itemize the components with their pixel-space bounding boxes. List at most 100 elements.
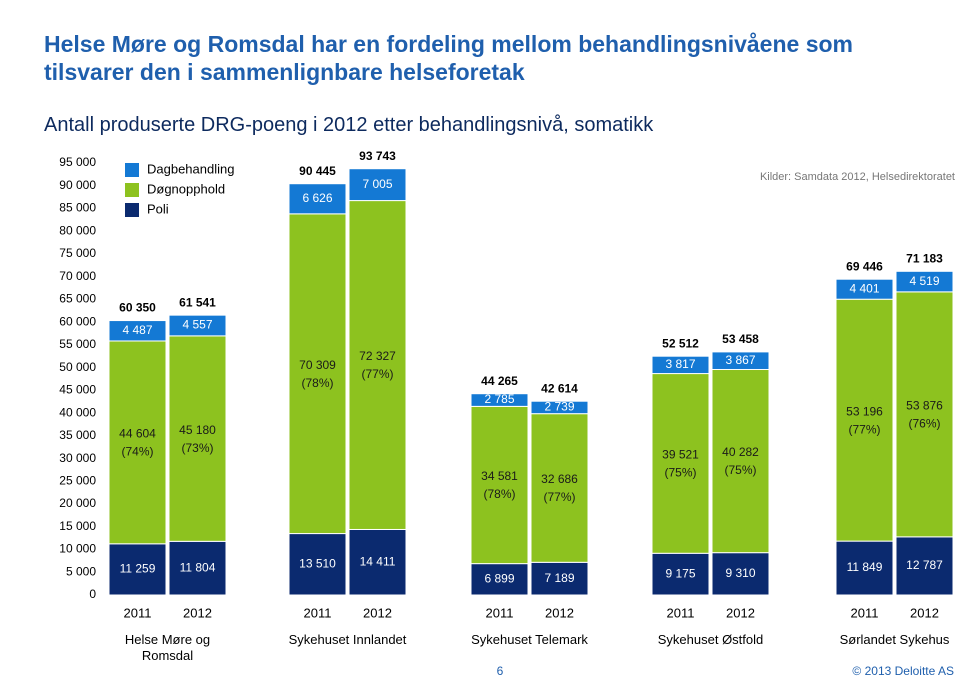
chart-title: Antall produserte DRG-poeng i 2012 etter… (44, 114, 654, 136)
bar-segment (711, 552, 770, 596)
y-tick-label: 0 (89, 587, 96, 601)
group-label: Sykehuset Telemark (471, 632, 588, 647)
value-label: 53 876 (906, 399, 943, 413)
bar-segment (835, 540, 894, 596)
total-label: 42 614 (541, 381, 578, 395)
group-label: Sykehuset Innlandet (288, 632, 407, 647)
x-tick-label: 2012 (910, 605, 939, 620)
share-label: (77%) (543, 490, 575, 504)
total-label: 60 350 (119, 301, 156, 315)
share-label: (75%) (664, 466, 696, 480)
value-label: 40 282 (722, 445, 759, 459)
share-label: (74%) (121, 445, 153, 459)
bar-segment (835, 298, 894, 542)
y-tick-label: 20 000 (59, 496, 96, 510)
total-label: 93 743 (359, 149, 396, 163)
bar-segment (348, 528, 407, 596)
y-tick-label: 85 000 (59, 201, 96, 215)
y-tick-label: 60 000 (59, 314, 96, 328)
value-label: 14 411 (360, 554, 396, 568)
bar-segment (108, 340, 167, 545)
bar-segment (651, 552, 710, 596)
bar-segment (530, 561, 589, 596)
source: Kilder: Samdata 2012, Helsedirektoratet (760, 171, 955, 183)
legend-label: Dagbehandling (147, 161, 234, 176)
value-label: 44 604 (119, 427, 156, 441)
y-tick-label: 40 000 (59, 405, 96, 419)
bar-segment (895, 270, 954, 293)
total-label: 44 265 (481, 374, 518, 388)
x-tick-label: 2011 (667, 605, 695, 620)
value-label: 6 626 (302, 191, 332, 205)
share-label: (77%) (361, 367, 393, 381)
copyright: © 2013 Deloitte AS (852, 664, 954, 678)
y-tick-label: 75 000 (59, 246, 96, 260)
y-tick-label: 15 000 (59, 519, 96, 533)
total-label: 69 446 (846, 259, 883, 273)
bar-segment (288, 213, 347, 535)
bar-segment (470, 563, 529, 596)
bar-segment (711, 351, 770, 370)
value-label: 39 521 (662, 448, 699, 462)
value-label: 4 487 (122, 323, 152, 337)
total-label: 53 458 (722, 332, 759, 346)
slide-title: Helse Møre og Romsdal har en fordeling m… (44, 31, 853, 85)
x-tick-label: 2012 (545, 605, 574, 620)
share-label: (73%) (181, 441, 213, 455)
value-label: 4 557 (182, 318, 212, 332)
legend-swatch (125, 203, 139, 217)
x-tick-label: 2011 (486, 605, 514, 620)
group-label: Helse Møre og Romsdal (124, 632, 211, 663)
total-label: 61 541 (179, 295, 216, 309)
bar-segment (168, 335, 227, 542)
y-tick-label: 10 000 (59, 542, 96, 556)
value-label: 2 739 (544, 400, 574, 414)
y-tick-label: 80 000 (59, 223, 96, 237)
share-label: (76%) (908, 417, 940, 431)
bar-segment (470, 405, 529, 565)
y-tick-label: 65 000 (59, 292, 96, 306)
legend-swatch (125, 163, 139, 177)
share-label: (75%) (724, 463, 756, 477)
total-label: 90 445 (299, 164, 336, 178)
x-tick-label: 2011 (124, 605, 152, 620)
value-label: 4 401 (849, 281, 879, 295)
value-label: 45 180 (179, 423, 216, 437)
group-label: Sykehuset Østfold (657, 632, 764, 647)
value-label: 9 175 (665, 566, 695, 580)
value-label: 4 519 (909, 274, 939, 288)
x-tick-label: 2011 (851, 605, 879, 620)
x-tick-label: 2012 (726, 605, 755, 620)
value-label: 3 867 (725, 353, 755, 367)
y-tick-label: 35 000 (59, 428, 96, 442)
y-tick-label: 55 000 (59, 337, 96, 351)
value-label: 72 327 (359, 349, 396, 363)
value-label: 70 309 (299, 358, 336, 372)
bar-segment (168, 314, 227, 337)
x-tick-label: 2011 (304, 605, 332, 620)
value-label: 53 196 (846, 404, 883, 418)
bar-segment (348, 200, 407, 530)
bar-segment (835, 278, 894, 300)
value-label: 34 581 (481, 469, 518, 483)
value-label: 32 686 (541, 472, 578, 486)
bar-segment (651, 373, 710, 554)
y-tick-label: 25 000 (59, 473, 96, 487)
bar-segment (108, 320, 167, 342)
y-tick-label: 50 000 (59, 360, 96, 374)
legend-label: Poli (147, 201, 169, 216)
y-tick-label: 95 000 (59, 155, 96, 169)
y-tick-label: 30 000 (59, 451, 96, 465)
y-tick-label: 90 000 (59, 178, 96, 192)
bar-segment (168, 540, 227, 596)
page-number: 6 (497, 664, 504, 678)
y-tick-label: 70 000 (59, 269, 96, 283)
bar-segment (895, 536, 954, 596)
legend-swatch (125, 183, 139, 197)
y-tick-label: 5 000 (66, 564, 96, 578)
y-tick-label: 45 000 (59, 383, 96, 397)
total-label: 52 512 (662, 336, 699, 350)
share-label: (77%) (848, 422, 880, 436)
bar-segment (711, 368, 770, 554)
